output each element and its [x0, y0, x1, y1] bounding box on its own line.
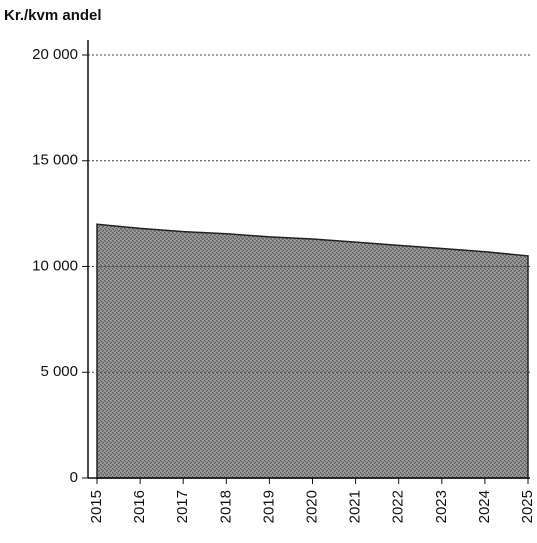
x-tick-label: 2016	[131, 490, 148, 523]
area	[96, 223, 529, 479]
axis-title: Kr./kvm andel	[4, 7, 102, 24]
x-tick-label: 2017	[174, 490, 191, 523]
x-tick-label: 2022	[390, 490, 407, 523]
y-tick-label: 0	[70, 469, 78, 486]
y-tick-label: 15 000	[32, 152, 78, 169]
x-tick-label: 2019	[260, 490, 277, 523]
y-tick-label: 5 000	[40, 363, 78, 380]
x-tick-label: 2023	[433, 490, 450, 523]
x-tick-label: 2020	[303, 490, 320, 523]
x-tick-label: 2025	[519, 490, 536, 523]
y-tick-label: 20 000	[32, 46, 78, 63]
x-tick-label: 2015	[88, 490, 105, 523]
x-tick-label: 2018	[217, 490, 234, 523]
y-tick-label: 10 000	[32, 257, 78, 274]
x-tick-label: 2021	[347, 490, 364, 523]
x-tick-label: 2024	[476, 490, 493, 523]
